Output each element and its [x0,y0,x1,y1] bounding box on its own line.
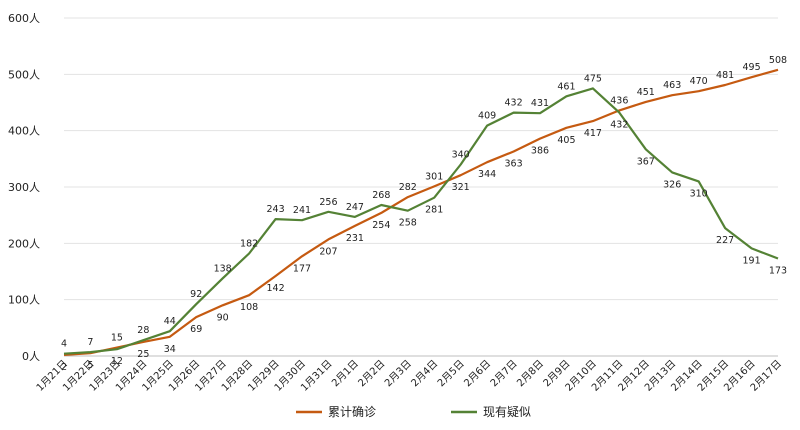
data-label: 432 [504,98,522,109]
data-label: 90 [217,312,229,323]
data-label: 177 [293,263,311,274]
data-label: 92 [190,289,202,300]
data-label: 282 [399,182,417,193]
data-label: 173 [769,266,787,277]
data-label: 182 [240,238,258,249]
y-tick-label: 100人 [8,294,40,307]
data-label: 191 [742,255,760,266]
data-label: 241 [293,205,311,216]
data-label: 258 [399,218,417,229]
data-label: 301 [425,171,443,182]
y-tick-label: 0人 [22,350,40,363]
legend-label-2: 现有疑似 [483,404,531,419]
data-label: 405 [557,135,575,146]
data-label: 247 [346,202,364,213]
data-label: 461 [557,81,575,92]
data-label: 281 [425,205,443,216]
data-label: 227 [716,235,734,246]
data-label: 256 [319,197,337,208]
y-axis-ticks: 0人 100人 200人 300人 400人 500人 600人 [8,12,40,363]
y-tick-label: 600人 [8,12,40,25]
data-labels: 2 4 5 7 15 12 25 28 34 44 69 92 90 138 108 182 142 243 177… [61,55,787,373]
data-label: 5 [87,360,93,371]
data-label: 4 [61,339,67,350]
data-label: 432 [610,120,628,131]
data-label: 508 [769,55,787,66]
y-tick-label: 500人 [8,68,40,81]
y-tick-label: 200人 [8,237,40,250]
data-label: 15 [111,333,123,344]
x-tick-label: 2月3日 [382,358,414,390]
legend-label-1: 累计确诊 [328,405,376,419]
x-axis-ticks: 1月21日1月22日1月23日1月24日1月25日1月26日1月27日1月28日… [34,358,784,394]
data-label: 69 [190,324,202,335]
y-tick-label: 400人 [8,125,40,138]
x-tick-label: 2月8日 [514,358,546,390]
data-label: 243 [266,204,284,215]
x-tick-label: 2月5日 [435,358,467,390]
data-label: 108 [240,302,258,313]
data-label: 451 [637,87,655,98]
series-line-2 [63,87,779,355]
data-label: 142 [266,283,284,294]
series-lines [63,68,779,356]
data-label: 431 [531,98,549,109]
data-label: 495 [742,62,760,73]
x-tick-label: 2月2日 [356,358,388,390]
data-label: 481 [716,70,734,81]
data-label: 386 [531,146,549,157]
data-label: 207 [319,246,337,257]
data-label: 417 [584,128,602,139]
grid-lines [64,17,778,357]
data-label: 138 [214,263,232,274]
data-label: 310 [690,188,708,199]
data-label: 463 [663,80,681,91]
data-label: 268 [372,190,390,201]
data-label: 7 [87,337,93,348]
data-label: 28 [137,325,149,336]
data-label: 363 [504,159,522,170]
x-tick-label: 2月6日 [462,358,494,390]
data-label: 436 [610,95,628,106]
legend: 累计确诊 现有疑似 [296,404,531,419]
data-label: 44 [164,316,176,327]
x-tick-label: 2月1日 [329,358,361,390]
data-label: 25 [137,349,149,360]
data-label: 475 [584,73,602,84]
data-label: 12 [111,356,123,367]
x-tick-label: 2月7日 [488,358,520,390]
data-label: 470 [690,76,708,87]
data-label: 2 [61,362,67,373]
data-label: 409 [478,111,496,122]
x-tick-label: 2月4日 [409,358,441,390]
data-label: 340 [452,149,470,160]
data-label: 254 [372,220,390,231]
data-label: 34 [164,344,176,355]
series-line-1 [63,68,779,356]
data-label: 321 [452,182,470,193]
data-label: 231 [346,233,364,244]
data-label: 344 [478,169,496,180]
data-label: 326 [663,179,681,190]
data-label: 367 [637,156,655,167]
y-tick-label: 300人 [8,181,40,194]
